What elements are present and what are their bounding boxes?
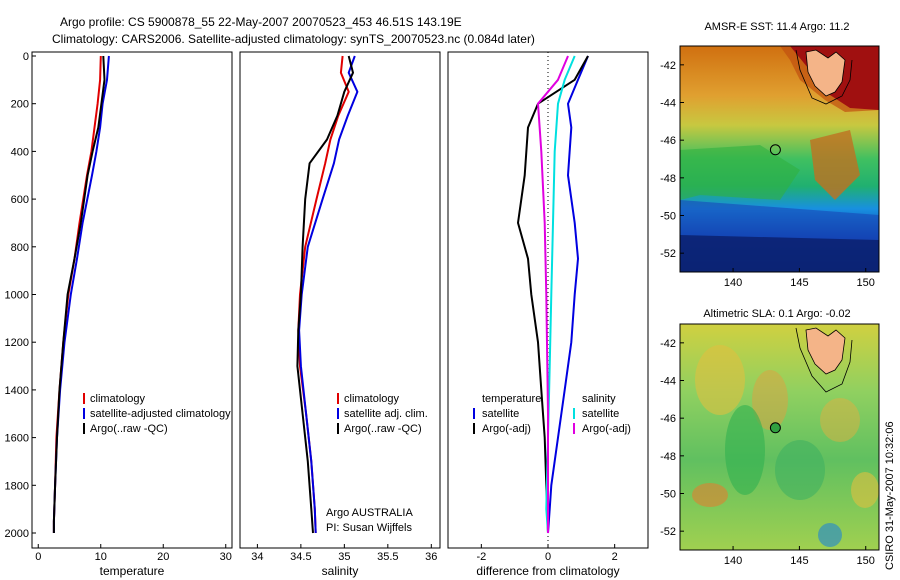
sla-map-title: Altimetric SLA: 0.1 Argo: -0.02	[703, 308, 850, 320]
y-tick-label: 1600	[5, 433, 29, 445]
y-tick-label: -46	[660, 135, 676, 147]
y-tick-label: 200	[11, 99, 29, 111]
difference-legend: temperature salinity satellite Argo(-adj…	[473, 393, 631, 435]
y-tick-label: 2000	[5, 528, 29, 540]
series-line-climatology	[52, 55, 102, 533]
legend-label: satellite-adjusted climatology	[90, 408, 231, 420]
sst-map-axis: 140 145 150 -42 -44 -46 -48 -50 -52	[660, 60, 875, 289]
y-tick-label: 600	[11, 194, 29, 206]
x-tick-label: 140	[724, 555, 742, 567]
legend-label: satellite adj. clim.	[344, 408, 428, 420]
x-tick-label: 150	[857, 277, 875, 289]
x-tick-label: 34.5	[290, 551, 311, 563]
legend-label: climatology	[344, 393, 400, 405]
y-tick-label: -52	[660, 248, 676, 260]
series-line-temperature-argo-adj-	[517, 55, 589, 534]
y-tick-label: -44	[660, 98, 676, 110]
legend-label: Argo(-adj)	[582, 423, 631, 435]
argo-position-marker	[769, 422, 781, 434]
x-tick-label: 0	[545, 551, 551, 563]
sla-map-image	[680, 324, 879, 550]
legend-label: satellite	[482, 408, 519, 420]
y-tick-label: -50	[660, 211, 676, 223]
y-tick-label: -50	[660, 489, 676, 501]
y-tick-label: -46	[660, 413, 676, 425]
x-tick-label: 145	[790, 277, 808, 289]
y-tick-label: 0	[23, 51, 29, 63]
sla-map-axis: 140 145 150 -42 -44 -46 -48 -50 -52	[660, 338, 875, 567]
title-line-1: Argo profile: CS 5900878_55 22-May-2007 …	[60, 15, 462, 29]
legend-title-temperature: temperature	[482, 393, 541, 405]
salinity-legend: climatology satellite adj. clim. Argo(..…	[326, 393, 428, 534]
legend-label: Argo(..raw -QC)	[90, 423, 168, 435]
legend-label: Argo(..raw -QC)	[344, 423, 422, 435]
y-tick-label: -42	[660, 60, 676, 72]
x-tick-label: 36	[425, 551, 437, 563]
y-tick-label: 1800	[5, 480, 29, 492]
x-tick-label: 34	[251, 551, 263, 563]
x-tick-label: 10	[95, 551, 107, 563]
x-tick-label: 20	[157, 551, 169, 563]
x-tick-label: 150	[857, 555, 875, 567]
x-tick-label: 30	[220, 551, 232, 563]
y-tick-label: -44	[660, 376, 676, 388]
sst-map-title: AMSR-E SST: 11.4 Argo: 11.2	[704, 21, 849, 33]
tasmania-landmass-sla	[805, 327, 846, 375]
salinity-plot: 34 34.5 35 35.5 36	[251, 55, 437, 563]
y-tick-label: -48	[660, 173, 676, 185]
x-tick-label: 35	[338, 551, 350, 563]
csiro-timestamp: CSIRO 31-May-2007 10:32:06	[884, 421, 896, 570]
temperature-xlabel: temperature	[100, 564, 165, 578]
series-line-argo-raw-qc-	[296, 55, 354, 534]
legend-label: climatology	[90, 393, 146, 405]
y-tick-label: 1200	[5, 337, 29, 349]
series-line-temperature-satellite	[547, 55, 589, 534]
legend-label: Argo(-adj)	[482, 423, 531, 435]
y-tick-label: -42	[660, 338, 676, 350]
difference-plot: -2 0 2	[476, 52, 618, 563]
temperature-legend: climatology satellite-adjusted climatolo…	[83, 393, 231, 435]
salinity-xlabel: salinity	[322, 564, 359, 578]
sst-map-image	[680, 46, 879, 272]
y-tick-label: -48	[660, 451, 676, 463]
tasmania-landmass	[805, 49, 846, 97]
x-tick-label: -2	[476, 551, 486, 563]
float-owner-label: Argo AUSTRALIA	[326, 507, 413, 519]
x-tick-label: 145	[790, 555, 808, 567]
title-line-2: Climatology: CARS2006. Satellite-adjuste…	[52, 32, 535, 46]
x-tick-label: 2	[612, 551, 618, 563]
x-tick-label: 35.5	[377, 551, 398, 563]
y-tick-label: 800	[11, 242, 29, 254]
x-tick-label: 0	[35, 551, 41, 563]
legend-label: satellite	[582, 408, 619, 420]
series-line-argo-raw-qc-	[52, 55, 106, 533]
y-tick-label: 1000	[5, 290, 29, 302]
y-tick-label: -52	[660, 526, 676, 538]
sla-map-frame	[679, 323, 880, 551]
series-line-climatology	[297, 55, 350, 534]
series-line-satellite-adjusted-climatology	[52, 55, 110, 533]
y-tick-label: 400	[11, 146, 29, 158]
x-tick-label: 140	[724, 277, 742, 289]
series-line-salinity-argo-adj-	[537, 55, 569, 533]
pi-label: PI: Susan Wijffels	[326, 522, 412, 534]
difference-xlabel: difference from climatology	[476, 564, 619, 578]
sst-map-frame	[679, 45, 880, 273]
series-line-satellite-adj-clim-	[298, 55, 359, 534]
temperature-plot: 0 10 20 30 0 200 400 600 800 1000 1200 1400 1600 1800…	[5, 51, 232, 563]
salinity-axes	[239, 51, 441, 549]
legend-title-salinity: salinity	[582, 393, 616, 405]
argo-position-marker	[769, 144, 781, 156]
y-tick-label: 1400	[5, 385, 29, 397]
temperature-axes	[31, 51, 233, 549]
